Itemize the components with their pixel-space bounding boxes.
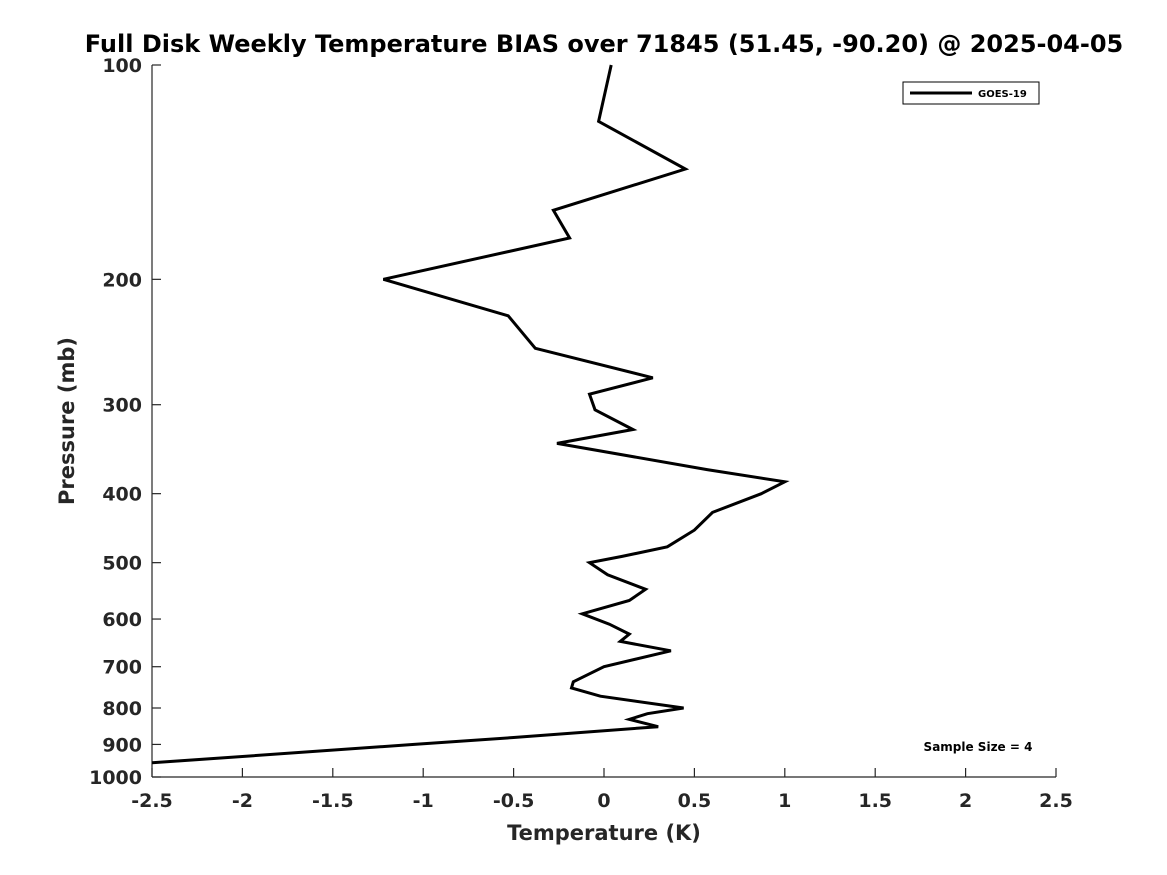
x-tick-label: -1.5: [312, 790, 354, 812]
y-tick-label: 600: [102, 609, 142, 631]
x-axis-ticks: -2.5 -2 -1.5 -1 -0.5 0 0.5 1 1.5 2 2.5: [131, 768, 1073, 812]
x-tick-label: -1: [413, 790, 434, 812]
y-tick-label: 200: [102, 269, 142, 291]
x-tick-label: 1: [778, 790, 791, 812]
y-tick-label: 1000: [89, 767, 142, 789]
y-tick-label: 900: [102, 734, 142, 756]
x-tick-label: -2: [232, 790, 253, 812]
y-axis-label: Pressure (mb): [55, 337, 79, 505]
x-axis-label: Temperature (K): [507, 821, 701, 845]
x-tick-label: 1.5: [858, 790, 892, 812]
axes: [151, 65, 1056, 778]
y-tick-label: 400: [102, 484, 142, 506]
series-line-goes-19: [151, 64, 790, 765]
x-tick-label: -0.5: [493, 790, 535, 812]
y-tick-label: 100: [102, 55, 142, 77]
y-tick-label: 700: [102, 657, 142, 679]
chart-title: Full Disk Weekly Temperature BIAS over 7…: [85, 30, 1124, 58]
x-tick-label: -2.5: [131, 790, 173, 812]
x-tick-label: 0: [597, 790, 610, 812]
y-tick-label: 300: [102, 395, 142, 417]
y-tick-label: 500: [102, 553, 142, 575]
x-tick-label: 2: [959, 790, 972, 812]
x-tick-label: 2.5: [1039, 790, 1073, 812]
legend: GOES-19: [902, 81, 1040, 105]
sample-size-annotation: Sample Size = 4: [924, 740, 1033, 754]
series-layer: [151, 64, 790, 765]
legend-label: GOES-19: [978, 89, 1027, 100]
x-tick-label: 0.5: [678, 790, 712, 812]
y-axis-ticks: 100 200 300 400 500 600 700 800 900 1000: [89, 55, 161, 789]
y-tick-label: 800: [102, 698, 142, 720]
